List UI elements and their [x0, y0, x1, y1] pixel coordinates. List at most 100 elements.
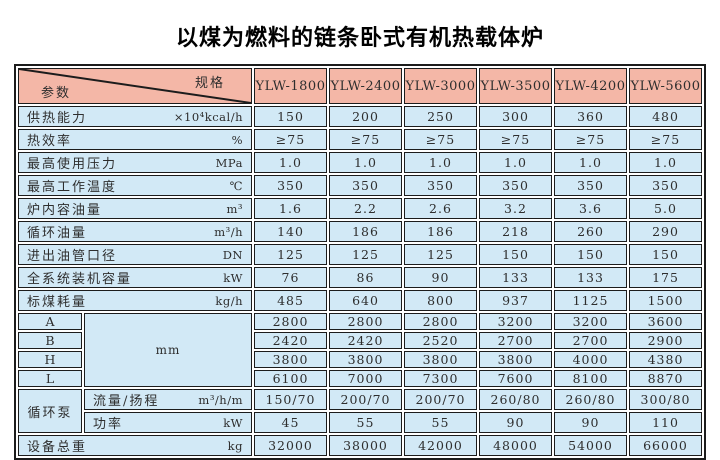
value-cell: 2.6 — [404, 198, 477, 219]
value-cell: 3800 — [329, 351, 402, 368]
param-label-cell: 最高工作温度 ℃ — [18, 175, 252, 196]
value-cell: 6100 — [254, 370, 327, 387]
param-label-cell: 循环油量 m³/h — [18, 221, 252, 242]
pump-label-cell: 循环泵 — [18, 389, 82, 433]
value-cell: 218 — [479, 221, 552, 242]
value-cell: 1.0 — [479, 152, 552, 173]
value-cell: 480 — [629, 106, 702, 127]
pump-row: 循环泵 流量/扬程 m³/h/m 150/70 200/70 200/70 26… — [18, 389, 702, 433]
value-cell: 3.2 — [479, 198, 552, 219]
dimension-letter-cell: A — [18, 313, 82, 330]
param-row: 炉内容油量 m³ 1.6 2.2 2.6 3.2 3.6 5.0 — [18, 198, 702, 219]
value-cell: 133 — [479, 267, 552, 288]
value-cell: ≥75 — [479, 129, 552, 150]
value-cell: 150 — [629, 244, 702, 265]
value-cell: 32000 — [254, 435, 327, 456]
value-cell: 260 — [554, 221, 627, 242]
value-cell: 186 — [404, 221, 477, 242]
param-label-cell: 全系统装机容量 kW — [18, 267, 252, 288]
param-unit: ×10⁴kcal/h — [173, 109, 243, 124]
value-cell: 3800 — [254, 351, 327, 368]
value-cell: 3200 — [554, 313, 627, 330]
model-header: YLW-5600 — [629, 68, 702, 104]
value-cell: 48000 — [479, 435, 552, 456]
value-cell: 1125 — [554, 290, 627, 311]
param-unit: m³ — [226, 201, 243, 216]
spec-table: 规格 参数 YLW-1800 YLW-2400 YLW-3000 YLW-350… — [14, 64, 706, 460]
dimension-row: H 3800 3800 3800 3800 4000 4380 — [18, 351, 702, 368]
value-cell: 350 — [329, 175, 402, 196]
value-cell: 3.6 — [554, 198, 627, 219]
param-label: 炉内容油量 — [27, 203, 103, 218]
pump-sub-unit: m³/h/m — [198, 392, 243, 407]
value-cell: 3800 — [479, 351, 552, 368]
value-cell: 90 — [404, 267, 477, 288]
param-label: 全系统装机容量 — [27, 272, 133, 287]
pump-sub-label: 流量/扬程 — [93, 394, 160, 409]
value-cell: 7600 — [479, 370, 552, 387]
param-label: 热效率 — [27, 134, 73, 149]
value-cell: 150/70 — [254, 389, 327, 410]
value-cell: 485 — [254, 290, 327, 311]
param-row: 全系统装机容量 kW 76 86 90 133 133 175 — [18, 267, 702, 288]
value-cell: ≥75 — [254, 129, 327, 150]
total-row: 设备总重 kg 32000 38000 42000 48000 54000 66… — [18, 435, 702, 456]
param-unit: ℃ — [229, 178, 243, 193]
model-header: YLW-1800 — [254, 68, 327, 104]
value-cell: 66000 — [629, 435, 702, 456]
value-cell: 42000 — [404, 435, 477, 456]
value-cell: 300/80 — [629, 389, 702, 410]
page-title: 以煤为燃料的链条卧式有机热载体炉 — [175, 25, 544, 50]
param-label-cell: 最高使用压力 MPa — [18, 152, 252, 173]
dimension-letter-cell: H — [18, 351, 82, 368]
value-cell: 1.0 — [404, 152, 477, 173]
param-label-cell: 热效率 % — [18, 129, 252, 150]
value-cell: 200/70 — [329, 389, 402, 410]
pump-sub-unit: kW — [223, 415, 243, 430]
value-cell: 150 — [554, 244, 627, 265]
param-label: 进出油管口径 — [27, 249, 118, 264]
param-label-cell: 标煤耗量 kg/h — [18, 290, 252, 311]
value-cell: 7300 — [404, 370, 477, 387]
value-cell: 350 — [629, 175, 702, 196]
param-label: 标煤耗量 — [27, 295, 88, 310]
value-cell: 800 — [404, 290, 477, 311]
value-cell: 1.0 — [554, 152, 627, 173]
model-header: YLW-4200 — [554, 68, 627, 104]
param-unit: m³/h — [214, 224, 243, 239]
value-cell: 38000 — [329, 435, 402, 456]
param-unit: DN — [222, 247, 243, 262]
value-cell: 8100 — [554, 370, 627, 387]
value-cell: 2800 — [404, 313, 477, 330]
corner-spec-label: 规格 — [194, 76, 225, 91]
value-cell: 260/80 — [554, 389, 627, 410]
param-row: 标煤耗量 kg/h 485 640 800 937 1125 1500 — [18, 290, 702, 311]
param-row: 进出油管口径 DN 125 125 125 150 150 150 — [18, 244, 702, 265]
value-cell: 360 — [554, 106, 627, 127]
value-cell: 3600 — [629, 313, 702, 330]
value-cell: 150 — [254, 106, 327, 127]
param-unit: % — [231, 132, 243, 147]
dimension-row: B 2420 2420 2520 2700 2700 2900 — [18, 332, 702, 349]
param-row: 供热能力 ×10⁴kcal/h 150 200 250 300 360 480 — [18, 106, 702, 127]
param-row: 热效率 % ≥75 ≥75 ≥75 ≥75 ≥75 ≥75 — [18, 129, 702, 150]
param-label: 循环油量 — [27, 226, 88, 241]
value-cell: 1.6 — [254, 198, 327, 219]
value-cell: 2420 — [254, 332, 327, 349]
value-cell: 54000 — [554, 435, 627, 456]
value-cell: 2420 — [329, 332, 402, 349]
value-cell: 200 — [329, 106, 402, 127]
value-cell: 2900 — [629, 332, 702, 349]
value-cell: 140 — [254, 221, 327, 242]
dimension-unit-cell: mm — [84, 313, 252, 387]
corner-param-label: 参数 — [41, 86, 72, 101]
param-label: 最高使用压力 — [27, 157, 118, 172]
value-cell: 200/70 — [404, 389, 477, 410]
value-cell: 133 — [554, 267, 627, 288]
model-header: YLW-2400 — [329, 68, 402, 104]
value-cell: ≥75 — [554, 129, 627, 150]
param-label-cell: 进出油管口径 DN — [18, 244, 252, 265]
dimension-row: A mm 2800 2800 2800 3200 3200 3600 — [18, 313, 702, 387]
value-cell: 125 — [254, 244, 327, 265]
param-unit: MPa — [215, 155, 243, 170]
